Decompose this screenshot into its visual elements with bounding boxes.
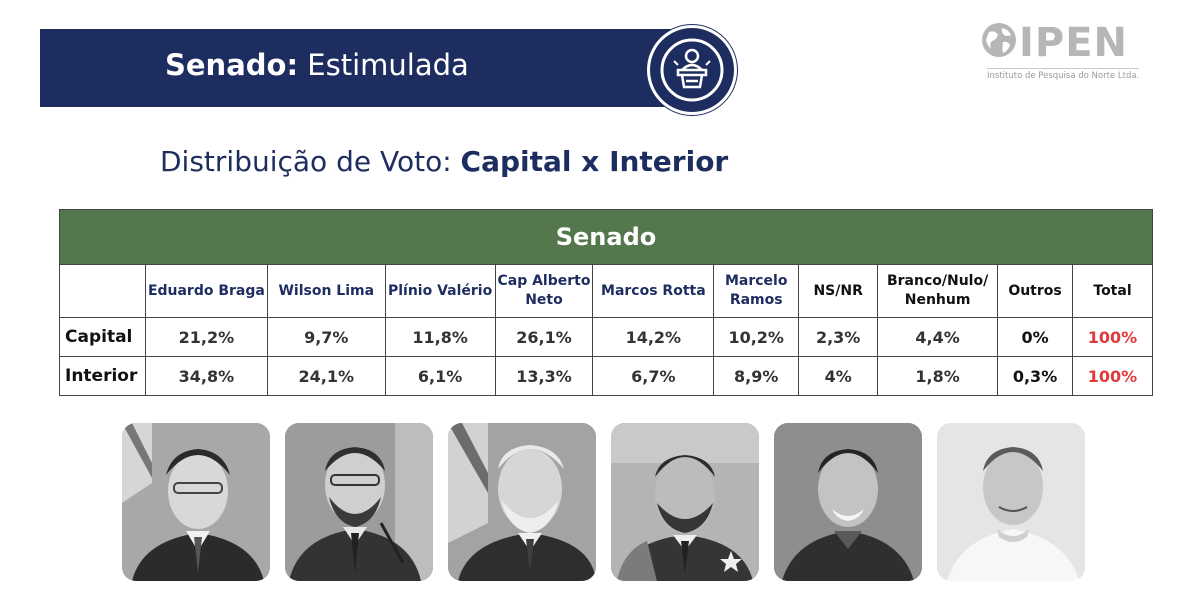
logo-name: IPEN bbox=[1019, 20, 1128, 66]
candidate-photo-marcelo-ramos bbox=[937, 423, 1085, 581]
column-header-ns-nr: NS/NR bbox=[798, 264, 879, 318]
speaker-podium-icon bbox=[647, 25, 737, 115]
column-header-plinio-valerio: Plínio Valério bbox=[384, 264, 496, 318]
candidate-photo-wilson-lima bbox=[285, 423, 433, 581]
candidate-photo-marcos-rotta bbox=[774, 423, 922, 581]
page-title-rest: Estimulada bbox=[298, 48, 469, 82]
globe-icon bbox=[982, 23, 1016, 57]
column-header-cap-alberto-neto: Cap Alberto Neto bbox=[494, 264, 594, 318]
vote-distribution-table: Senado Eduardo Braga Wilson Lima Plínio … bbox=[59, 209, 1153, 396]
table-cell: 2,3% bbox=[798, 317, 879, 357]
table-cell: 24,1% bbox=[266, 356, 386, 396]
column-header-empty bbox=[59, 264, 146, 318]
table-cell: 34,8% bbox=[144, 356, 268, 396]
table-cell: 6,7% bbox=[592, 356, 715, 396]
column-header-wilson-lima: Wilson Lima bbox=[266, 264, 386, 318]
table-cell-total: 100% bbox=[1072, 356, 1153, 396]
column-header-eduardo-braga: Eduardo Braga bbox=[144, 264, 268, 318]
column-header-branco-nulo: Branco/Nulo/ Nenhum bbox=[877, 264, 999, 318]
page-title-bold: Senado: bbox=[165, 48, 299, 82]
table-row-interior: Interior 34,8% 24,1% 6,1% 13,3% 6,7% 8,9… bbox=[59, 356, 1153, 396]
table-cell: 26,1% bbox=[494, 317, 594, 357]
table-cell: 6,1% bbox=[384, 356, 496, 396]
table-cell: 9,7% bbox=[266, 317, 386, 357]
table-title: Senado bbox=[59, 209, 1153, 265]
column-header-outros: Outros bbox=[997, 264, 1073, 318]
candidate-photo-eduardo-braga bbox=[122, 423, 270, 581]
section-subtitle: Distribuição de Voto: Capital x Interior bbox=[160, 145, 728, 178]
table-cell: 0% bbox=[997, 317, 1073, 357]
page-title: Senado: Estimulada bbox=[165, 48, 469, 82]
column-header-total: Total bbox=[1072, 264, 1153, 318]
table-cell: 21,2% bbox=[144, 317, 268, 357]
table-cell: 13,3% bbox=[494, 356, 594, 396]
table-cell: 1,8% bbox=[877, 356, 999, 396]
column-header-marcelo-ramos: Marcelo Ramos bbox=[713, 264, 800, 318]
table-cell: 4% bbox=[798, 356, 879, 396]
table-cell: 8,9% bbox=[713, 356, 800, 396]
header-banner bbox=[40, 29, 700, 107]
row-label: Interior bbox=[59, 356, 146, 396]
row-label: Capital bbox=[59, 317, 146, 357]
column-header-marcos-rotta: Marcos Rotta bbox=[592, 264, 715, 318]
ipen-logo: IPEN Instituto de Pesquisa do Norte Ltda… bbox=[981, 14, 1146, 84]
subtitle-bold: Capital x Interior bbox=[460, 145, 729, 178]
table-cell: 4,4% bbox=[877, 317, 999, 357]
table-cell-total: 100% bbox=[1072, 317, 1153, 357]
table-header-row: Eduardo Braga Wilson Lima Plínio Valério… bbox=[59, 264, 1153, 318]
table-cell: 0,3% bbox=[997, 356, 1073, 396]
table-cell: 14,2% bbox=[592, 317, 715, 357]
subtitle-prefix: Distribuição de Voto: bbox=[160, 145, 461, 178]
table-cell: 11,8% bbox=[384, 317, 496, 357]
candidate-photo-cap-alberto-neto bbox=[611, 423, 759, 581]
candidate-photo-plinio-valerio bbox=[448, 423, 596, 581]
table-cell: 10,2% bbox=[713, 317, 800, 357]
table-row-capital: Capital 21,2% 9,7% 11,8% 26,1% 14,2% 10,… bbox=[59, 317, 1153, 357]
logo-subtitle: Instituto de Pesquisa do Norte Ltda. bbox=[987, 68, 1140, 81]
